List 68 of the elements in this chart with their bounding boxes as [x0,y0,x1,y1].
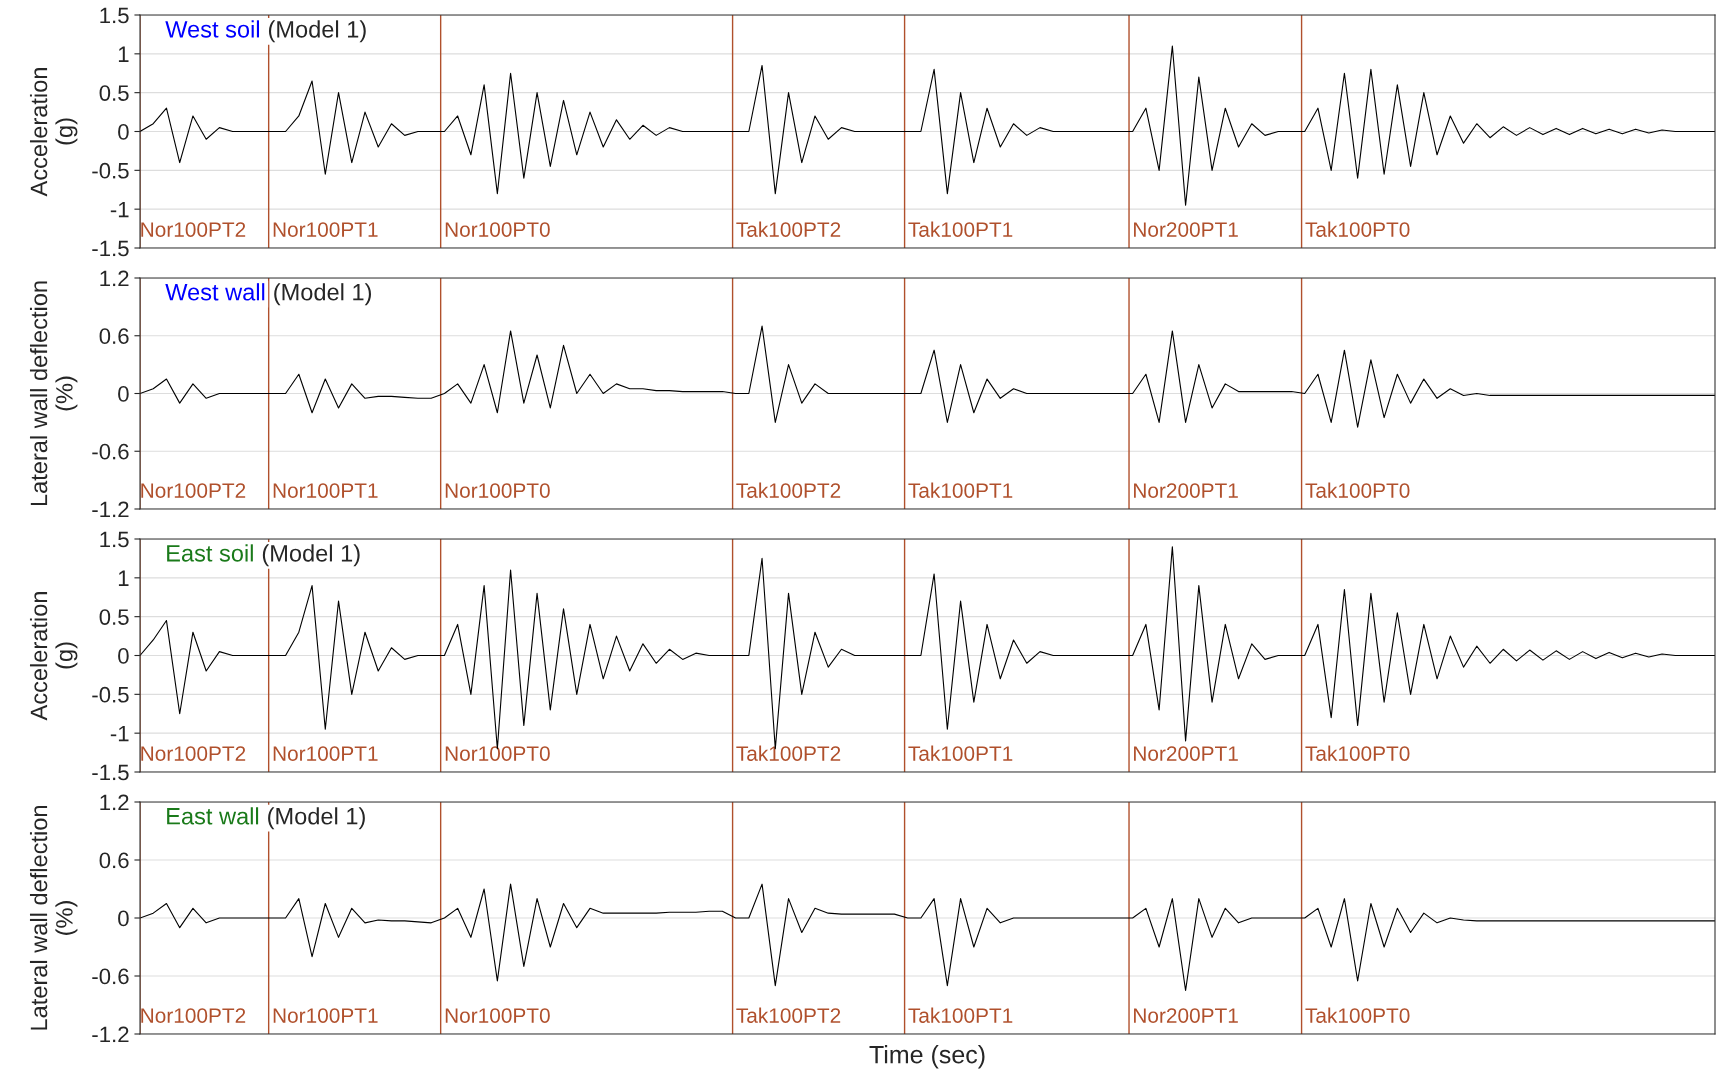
y-axis-title: Lateral wall deflection (%) [29,281,78,506]
y-tick-label: 0 [118,386,129,402]
x-tick-label: Tak100PT0 [1305,745,1410,761]
x-tick-label: Tak100PT1 [908,745,1013,761]
annotation: (Model 1) [262,544,360,567]
annotation: (Model 1) [274,283,372,306]
x-tick-label: Nor100PT1 [273,222,378,237]
x-tick-label: Tak100PT0 [1305,482,1410,498]
x-tick-label: Tak100PT2 [736,1007,841,1023]
line-series [140,45,1715,206]
y-tick-label: -0.5 [92,162,129,179]
y-tick-label: 1 [118,46,129,62]
annotation: (Model 1) [268,20,366,43]
x-tick-label: Nor200PT1 [1134,222,1238,237]
y-tick-label: -1.2 [92,501,129,518]
y-tick-label: 1.2 [100,270,129,287]
x-tick-label: Nor100PT0 [445,483,550,498]
y-axis-title: Acceleration (g) [29,68,78,197]
y-tick-label: 1 [118,570,129,586]
x-tick-label: Nor100PT2 [141,222,246,237]
x-tick-label: Nor100PT1 [273,1008,378,1023]
y-tick-label: 0.6 [99,328,129,345]
x-tick-label: Tak100PT2 [736,745,841,761]
x-tick-label: Tak100PT1 [908,221,1013,237]
y-tick-label: 0 [118,910,129,927]
y-axis-title: Acceleration (g) [29,592,78,721]
chart-title: East soil [167,544,253,562]
y-tick-label: -1 [110,201,129,218]
x-tick-label: Nor100PT1 [273,483,378,498]
x-axis-title: Time (sec) [869,1045,985,1069]
y-tick-label: -1.2 [92,1026,129,1043]
line-series [140,883,1715,992]
x-tick-label: Tak100PT1 [908,482,1013,498]
y-tick-label: 1.5 [100,531,129,548]
y-tick-label: -0.6 [92,968,129,985]
x-tick-label: Nor200PT1 [1134,1008,1238,1023]
x-tick-label: Tak100PT2 [736,482,841,498]
y-tick-label: 0.5 [99,609,129,625]
y-tick-label: 0 [118,648,129,664]
y-tick-label: 1.2 [100,794,129,811]
x-tick-label: Nor100PT1 [273,746,378,761]
y-axis-title: Lateral wall deflection (%) [29,805,78,1030]
x-tick-label: Nor100PT0 [445,222,550,237]
x-tick-label: Nor100PT0 [445,746,550,761]
y-tick-label: -0.5 [92,686,129,703]
x-tick-label: Nor200PT1 [1134,746,1238,761]
x-tick-label: Nor200PT1 [1134,483,1238,498]
y-tick-label: -1.5 [92,240,129,257]
x-tick-label: Nor100PT2 [141,483,246,498]
x-tick-label: Tak100PT2 [736,221,841,237]
x-tick-label: Tak100PT0 [1305,1007,1410,1023]
x-tick-label: Nor100PT0 [445,1008,550,1023]
chart-title: West soil [165,20,259,38]
y-tick-label: 1.5 [100,7,129,24]
chart-title: West wall [165,283,265,301]
x-tick-label: Nor100PT2 [141,746,246,761]
line-series [140,325,1715,428]
x-tick-label: Tak100PT0 [1305,221,1410,237]
x-tick-label: Tak100PT1 [908,1007,1013,1023]
y-tick-label: 0.6 [99,852,129,869]
y-tick-label: -1.5 [92,764,129,781]
y-tick-label: -0.6 [92,443,129,460]
x-tick-label: Nor100PT2 [141,1008,246,1023]
chart-title: East wall [167,807,259,825]
y-tick-label: 0.5 [99,85,129,101]
y-tick-label: -1 [110,725,129,742]
annotation: (Model 1) [268,807,365,830]
y-tick-label: 0 [118,124,129,140]
